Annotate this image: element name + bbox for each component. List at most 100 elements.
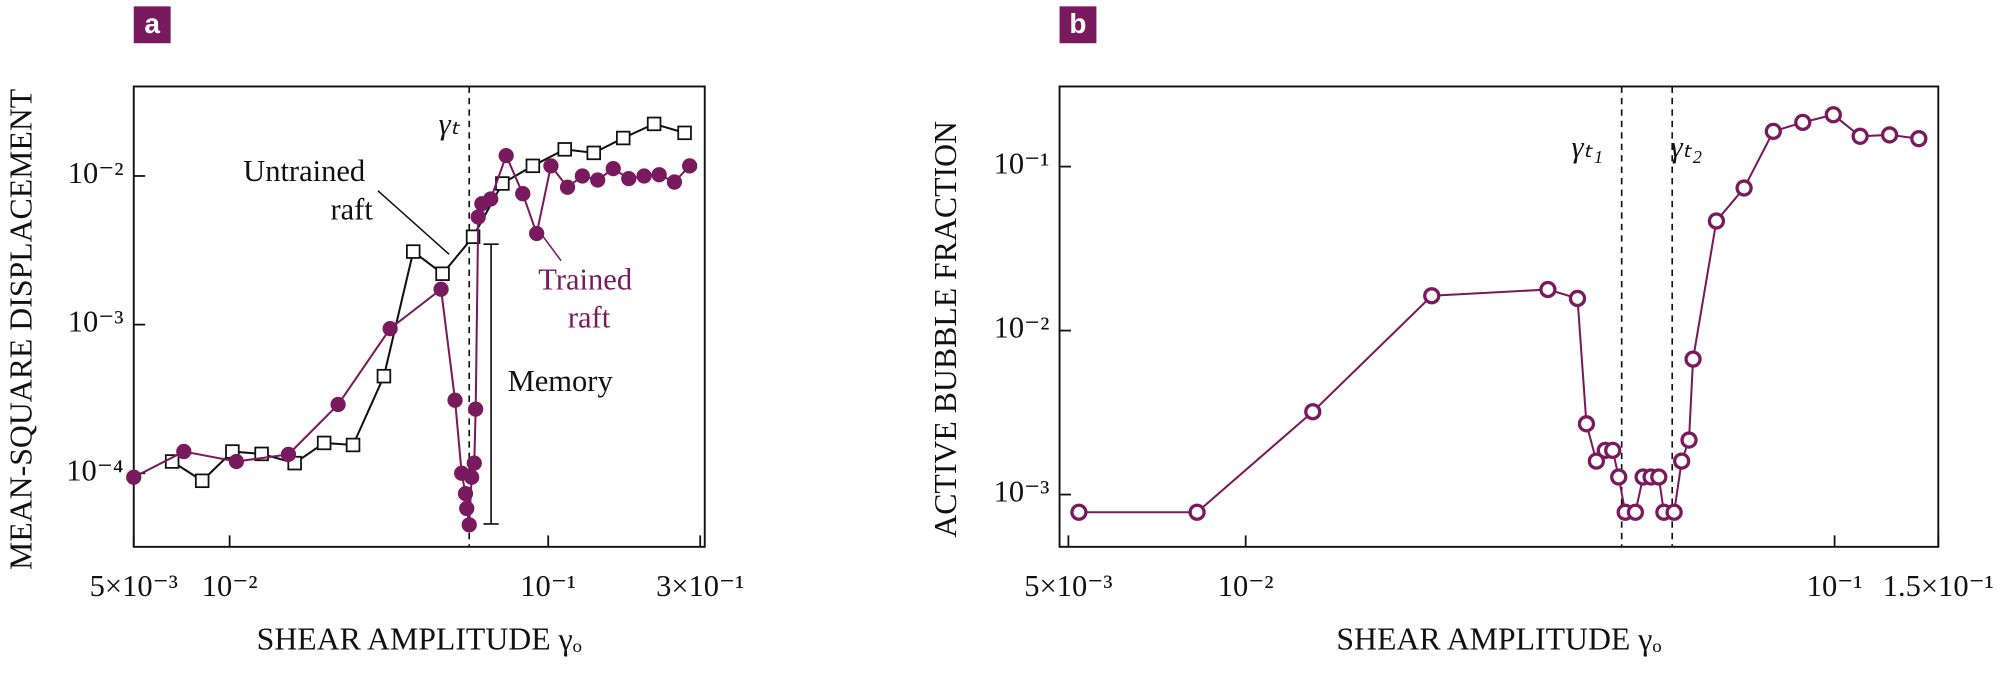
marker (543, 158, 559, 174)
marker (1070, 503, 1088, 521)
marker (666, 174, 683, 190)
x-tick-label: 1.5×10⁻¹ (1883, 569, 1994, 603)
series-label: Untrained raft (243, 154, 373, 226)
marker (470, 209, 486, 225)
plot-frame (1058, 85, 1940, 548)
x-axis-title: SHEAR AMPLITUDE γₒ (257, 622, 582, 657)
marker (433, 281, 449, 297)
reference-label: γₜ₂ (1671, 130, 1703, 164)
marker (468, 401, 484, 417)
marker (176, 443, 192, 460)
marker (465, 229, 481, 245)
marker (1568, 289, 1587, 308)
marker (1764, 122, 1782, 141)
series-line (1078, 113, 1919, 514)
panel-label: b (1069, 8, 1086, 39)
marker (1587, 452, 1606, 470)
marker (405, 244, 421, 259)
marker (1188, 503, 1206, 521)
marker (1680, 431, 1698, 449)
reference-label: γₜ (439, 107, 461, 141)
y-tick-label: 10⁻³ (994, 475, 1050, 509)
reference-label: γₜ₁ (1571, 130, 1603, 164)
marker (1610, 468, 1628, 486)
marker (682, 158, 698, 174)
annotation: Memory (508, 364, 614, 398)
marker (1880, 126, 1899, 144)
marker (459, 500, 475, 517)
series-line (133, 152, 691, 525)
label-leader (534, 225, 562, 262)
marker (382, 320, 398, 337)
y-tick-label: 10⁻⁴ (66, 453, 123, 487)
marker (586, 145, 602, 161)
marker (483, 191, 499, 207)
y-tick-label: 10⁻¹ (994, 147, 1050, 181)
label-leader (377, 190, 450, 255)
marker (1626, 503, 1645, 521)
y-tick-label: 10⁻³ (68, 305, 124, 339)
marker (457, 485, 474, 502)
plot-frame (132, 85, 706, 548)
marker (1304, 403, 1322, 421)
y-tick-label: 10⁻² (994, 311, 1050, 345)
marker (316, 435, 332, 451)
marker (590, 172, 606, 188)
marker (376, 368, 392, 384)
marker (1650, 468, 1668, 486)
marker (574, 168, 590, 184)
marker (559, 179, 576, 195)
marker (677, 125, 692, 141)
marker (515, 186, 531, 202)
marker (557, 142, 572, 157)
marker (646, 116, 662, 132)
panel-label: a (144, 8, 160, 39)
marker (1539, 280, 1557, 299)
marker (525, 158, 541, 174)
marker (1604, 441, 1622, 460)
marker (621, 170, 637, 187)
marker (464, 469, 480, 485)
series-label: Trained raft (538, 262, 639, 334)
x-tick-label: 10⁻¹ (1807, 569, 1863, 603)
marker (435, 266, 450, 281)
marker (1910, 130, 1928, 148)
marker (1577, 415, 1596, 433)
x-tick-label: 10⁻² (202, 569, 258, 603)
marker (498, 148, 514, 164)
marker (345, 437, 361, 453)
marker (194, 473, 210, 489)
marker (330, 396, 346, 413)
marker (605, 161, 621, 177)
y-axis-title: MEAN-SQUARE DISPLACEMENT (4, 89, 39, 570)
x-tick-label: 10⁻² (1218, 569, 1274, 603)
marker (1665, 503, 1683, 521)
marker (461, 517, 477, 533)
marker (447, 392, 463, 408)
marker (1851, 127, 1869, 145)
marker (1794, 113, 1812, 132)
marker (651, 167, 667, 183)
x-tick-label: 5×10⁻³ (90, 569, 178, 603)
marker (126, 469, 142, 485)
marker (1707, 212, 1726, 230)
panel-badge (133, 6, 171, 44)
x-tick-label: 3×10⁻¹ (656, 569, 744, 603)
marker (280, 446, 297, 463)
marker (1423, 287, 1441, 305)
x-axis-title: SHEAR AMPLITUDE γₒ (1336, 622, 1661, 657)
marker (636, 168, 652, 184)
marker (228, 453, 245, 470)
x-tick-label: 5×10⁻³ (1024, 569, 1112, 603)
marker (466, 455, 482, 471)
panel-badge (1059, 6, 1097, 44)
marker (1735, 179, 1753, 197)
marker (1673, 452, 1691, 470)
marker (1824, 106, 1842, 124)
marker (615, 130, 631, 146)
y-axis-title: ACTIVE BUBBLE FRACTION (928, 121, 963, 538)
marker (1684, 350, 1702, 368)
y-tick-label: 10⁻² (68, 156, 124, 190)
